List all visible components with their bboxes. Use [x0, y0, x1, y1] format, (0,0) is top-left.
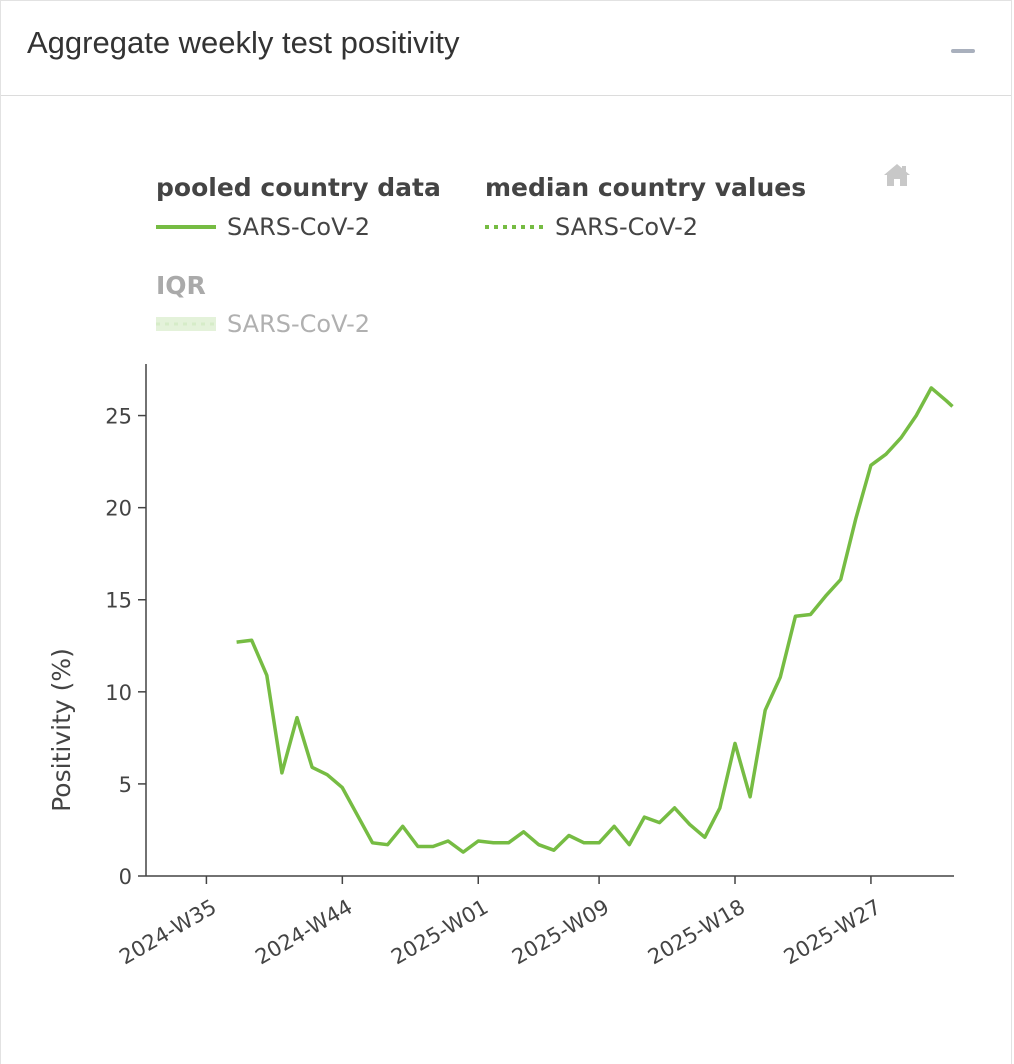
data-point[interactable] [337, 783, 347, 793]
data-point[interactable] [851, 514, 861, 524]
y-ticks: 0 5 10 15 20 25 [105, 405, 146, 889]
legend-title-median: median country values [485, 173, 806, 202]
legend-label-iqr: SARS-CoV-2 [227, 310, 370, 338]
data-point[interactable] [790, 611, 800, 621]
x-tick-label: 2025-W01 [387, 895, 492, 970]
data-point[interactable] [775, 672, 785, 682]
x-tick-label: 2025-W27 [780, 895, 885, 970]
x-tick-label: 2024-W44 [251, 895, 356, 970]
data-point[interactable] [504, 838, 514, 848]
data-point[interactable] [352, 810, 362, 820]
data-point[interactable] [458, 847, 468, 857]
y-tick-label: 5 [119, 773, 132, 797]
data-point[interactable] [639, 812, 649, 822]
data-point[interactable] [745, 792, 755, 802]
legend: pooled country data SARS-CoV-2 median co… [156, 173, 806, 338]
data-point[interactable] [247, 635, 257, 645]
legend-label-median: SARS-CoV-2 [555, 213, 698, 241]
card-header: Aggregate weekly test positivity [1, 1, 1011, 96]
legend-title-pooled: pooled country data [156, 173, 441, 202]
data-point[interactable] [866, 460, 876, 470]
data-point[interactable] [307, 762, 317, 772]
data-point[interactable] [383, 840, 393, 850]
home-icon[interactable] [884, 164, 910, 186]
legend-group-iqr[interactable]: IQR SARS-CoV-2 [156, 271, 370, 338]
data-point[interactable] [443, 836, 453, 846]
data-point[interactable] [488, 838, 498, 848]
y-tick-label: 15 [105, 589, 132, 613]
data-point[interactable] [821, 591, 831, 601]
data-point[interactable] [519, 827, 529, 837]
data-point[interactable] [473, 836, 483, 846]
data-point[interactable] [564, 831, 574, 841]
series-line-sars-cov-2[interactable] [236, 386, 954, 854]
data-point[interactable] [413, 842, 423, 852]
legend-title-iqr: IQR [156, 271, 206, 300]
data-point[interactable] [594, 838, 604, 848]
data-point[interactable] [322, 770, 332, 780]
data-point[interactable] [948, 401, 958, 411]
data-point[interactable] [760, 705, 770, 715]
data-point[interactable] [609, 821, 619, 831]
y-tick-label: 10 [105, 681, 132, 705]
data-point[interactable] [624, 840, 634, 850]
data-point[interactable] [700, 832, 710, 842]
data-point[interactable] [534, 840, 544, 850]
legend-label-pooled: SARS-CoV-2 [227, 213, 370, 241]
data-point[interactable] [398, 821, 408, 831]
x-tick-label: 2025-W18 [644, 895, 749, 970]
data-point[interactable] [911, 411, 921, 421]
x-tick-label: 2025-W09 [508, 895, 613, 970]
x-ticks: 2024-W35 2024-W44 2025-W01 2025-W09 2025-W18… [115, 876, 885, 969]
y-tick-label: 25 [105, 405, 132, 429]
x-tick-label: 2024-W35 [115, 895, 220, 970]
collapse-button[interactable] [949, 41, 977, 61]
data-point[interactable] [881, 449, 891, 459]
data-point[interactable] [549, 845, 559, 855]
data-point[interactable] [836, 575, 846, 585]
data-point[interactable] [655, 818, 665, 828]
axes [145, 364, 954, 877]
data-point[interactable] [670, 803, 680, 813]
legend-group-pooled[interactable]: pooled country data SARS-CoV-2 [156, 173, 441, 241]
data-point[interactable] [292, 713, 302, 723]
minus-icon [951, 49, 975, 53]
data-point[interactable] [579, 838, 589, 848]
series-layer [232, 383, 958, 857]
data-point[interactable] [685, 819, 695, 829]
data-point[interactable] [926, 383, 936, 393]
data-point[interactable] [896, 433, 906, 443]
data-point[interactable] [715, 803, 725, 813]
y-axis-title: Positivity (%) [47, 648, 76, 812]
card-title: Aggregate weekly test positivity [27, 25, 460, 60]
y-tick-label: 20 [105, 497, 132, 521]
data-point[interactable] [806, 610, 816, 620]
data-point[interactable] [730, 738, 740, 748]
data-point[interactable] [368, 838, 378, 848]
data-point[interactable] [277, 768, 287, 778]
y-tick-label: 0 [119, 865, 132, 889]
data-point[interactable] [262, 670, 272, 680]
data-point[interactable] [428, 842, 438, 852]
data-point[interactable] [232, 637, 242, 647]
legend-group-median[interactable]: median country values SARS-CoV-2 [485, 173, 806, 241]
